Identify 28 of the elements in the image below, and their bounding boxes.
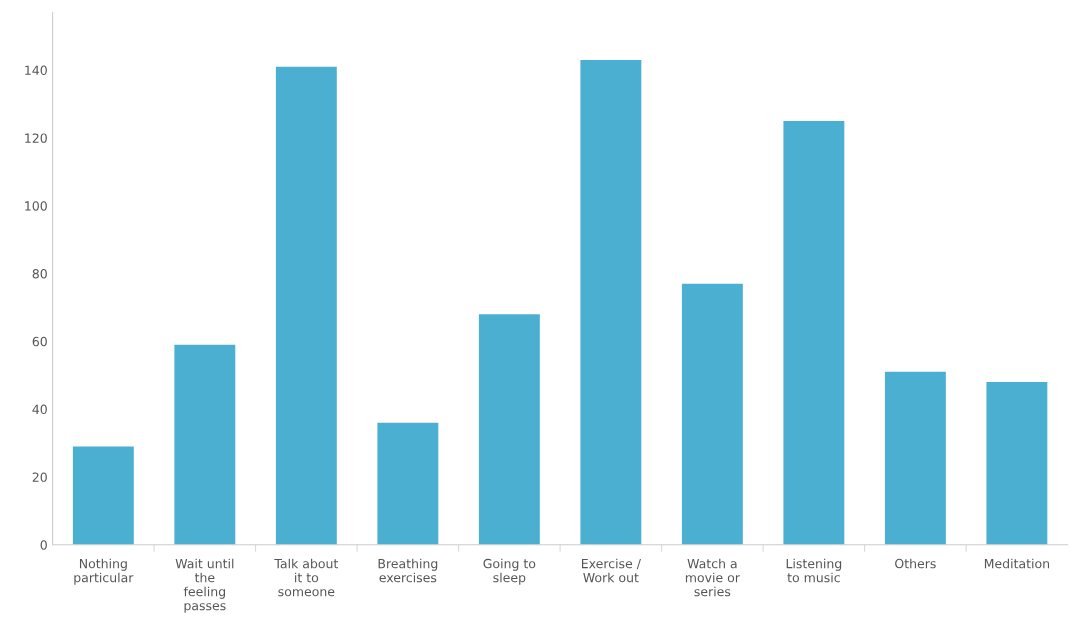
x-tick-label: Going to sleep (483, 558, 536, 585)
bar (681, 283, 743, 545)
x-tick-label: Watch a movie or series (685, 558, 740, 597)
y-tick-label: 40 (32, 404, 47, 415)
y-tick-label: 0 (40, 540, 47, 550)
x-tick-label: Breathing exercises (378, 558, 438, 583)
y-tick-label: 140 (25, 65, 47, 76)
bar (884, 371, 946, 545)
bar (478, 314, 540, 545)
y-tick-label: 100 (25, 201, 47, 211)
bar (377, 422, 439, 545)
x-tick-label: Others (895, 558, 936, 569)
y-tick-label: 80 (32, 269, 47, 279)
bar (72, 446, 134, 545)
bar (986, 382, 1048, 545)
x-tick-label: Talk about it to someone (274, 558, 339, 597)
y-tick-label: 20 (32, 472, 47, 482)
y-tick-label: 120 (25, 133, 47, 143)
x-tick-label: Nothing particular (74, 558, 134, 585)
bar (783, 120, 845, 545)
bar (174, 344, 236, 545)
x-tick-label: Listening to music (786, 558, 842, 583)
x-tick-label: Exercise / Work out (581, 558, 641, 583)
bar (275, 66, 337, 545)
x-tick-label: Meditation (984, 558, 1050, 569)
y-tick-label: 60 (32, 336, 47, 347)
x-tick-label: Wait until the feeling passes (175, 558, 234, 613)
bar (580, 59, 642, 545)
